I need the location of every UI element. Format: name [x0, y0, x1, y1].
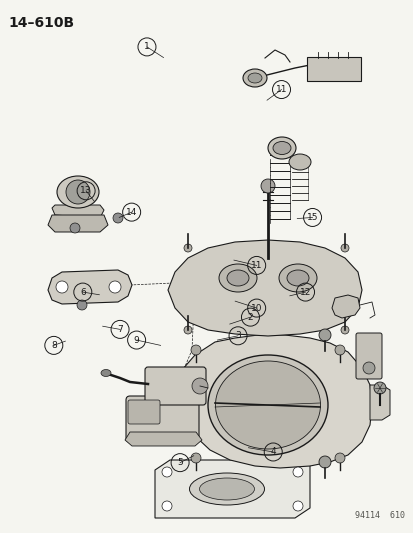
- Text: 94114  610: 94114 610: [354, 511, 404, 520]
- Polygon shape: [52, 205, 104, 218]
- Text: 7: 7: [117, 325, 123, 334]
- Text: 12: 12: [299, 288, 311, 296]
- FancyBboxPatch shape: [306, 57, 360, 81]
- Text: 4: 4: [270, 448, 275, 456]
- FancyBboxPatch shape: [126, 396, 199, 442]
- Ellipse shape: [57, 176, 99, 208]
- Text: 15: 15: [306, 213, 318, 222]
- FancyBboxPatch shape: [128, 400, 159, 424]
- Circle shape: [183, 326, 192, 334]
- Circle shape: [77, 300, 87, 310]
- Text: 5: 5: [177, 458, 183, 467]
- Ellipse shape: [215, 361, 320, 449]
- Text: 1: 1: [144, 43, 150, 51]
- Circle shape: [113, 213, 123, 223]
- Circle shape: [334, 453, 344, 463]
- Circle shape: [318, 456, 330, 468]
- Ellipse shape: [288, 154, 310, 170]
- Circle shape: [109, 281, 121, 293]
- Polygon shape: [369, 385, 389, 420]
- Ellipse shape: [189, 473, 264, 505]
- Circle shape: [70, 223, 80, 233]
- Polygon shape: [175, 335, 371, 468]
- Polygon shape: [154, 460, 309, 518]
- Ellipse shape: [207, 355, 327, 455]
- Circle shape: [161, 467, 171, 477]
- Circle shape: [334, 345, 344, 355]
- Text: 13: 13: [80, 187, 92, 195]
- Circle shape: [190, 345, 201, 355]
- Ellipse shape: [218, 264, 256, 292]
- Text: 3: 3: [235, 332, 240, 340]
- Circle shape: [318, 329, 330, 341]
- Polygon shape: [48, 270, 132, 304]
- Ellipse shape: [286, 270, 308, 286]
- Circle shape: [362, 362, 374, 374]
- Circle shape: [56, 281, 68, 293]
- Circle shape: [260, 179, 274, 193]
- Circle shape: [340, 244, 348, 252]
- Ellipse shape: [101, 369, 111, 376]
- Polygon shape: [147, 390, 175, 408]
- Ellipse shape: [226, 270, 248, 286]
- Circle shape: [161, 501, 171, 511]
- Circle shape: [340, 326, 348, 334]
- FancyBboxPatch shape: [145, 367, 206, 405]
- Circle shape: [66, 180, 90, 204]
- Circle shape: [292, 501, 302, 511]
- FancyBboxPatch shape: [355, 333, 381, 379]
- Polygon shape: [168, 240, 361, 336]
- Text: 9: 9: [133, 336, 139, 344]
- Ellipse shape: [199, 478, 254, 500]
- Text: 11: 11: [275, 85, 287, 94]
- Circle shape: [183, 244, 192, 252]
- Polygon shape: [48, 215, 108, 232]
- Ellipse shape: [247, 73, 261, 83]
- Ellipse shape: [272, 141, 290, 155]
- Ellipse shape: [267, 137, 295, 159]
- Text: 2: 2: [247, 313, 253, 321]
- Text: 14: 14: [126, 208, 137, 216]
- Text: 14–610B: 14–610B: [8, 16, 74, 30]
- Polygon shape: [125, 432, 202, 446]
- Circle shape: [192, 378, 207, 394]
- Ellipse shape: [242, 69, 266, 87]
- Circle shape: [292, 467, 302, 477]
- Circle shape: [373, 382, 385, 394]
- Text: 11: 11: [250, 261, 262, 270]
- Ellipse shape: [278, 264, 316, 292]
- Circle shape: [190, 453, 201, 463]
- Polygon shape: [331, 295, 359, 318]
- Text: 8: 8: [51, 341, 57, 350]
- Text: 10: 10: [250, 304, 262, 312]
- Text: 6: 6: [80, 288, 85, 296]
